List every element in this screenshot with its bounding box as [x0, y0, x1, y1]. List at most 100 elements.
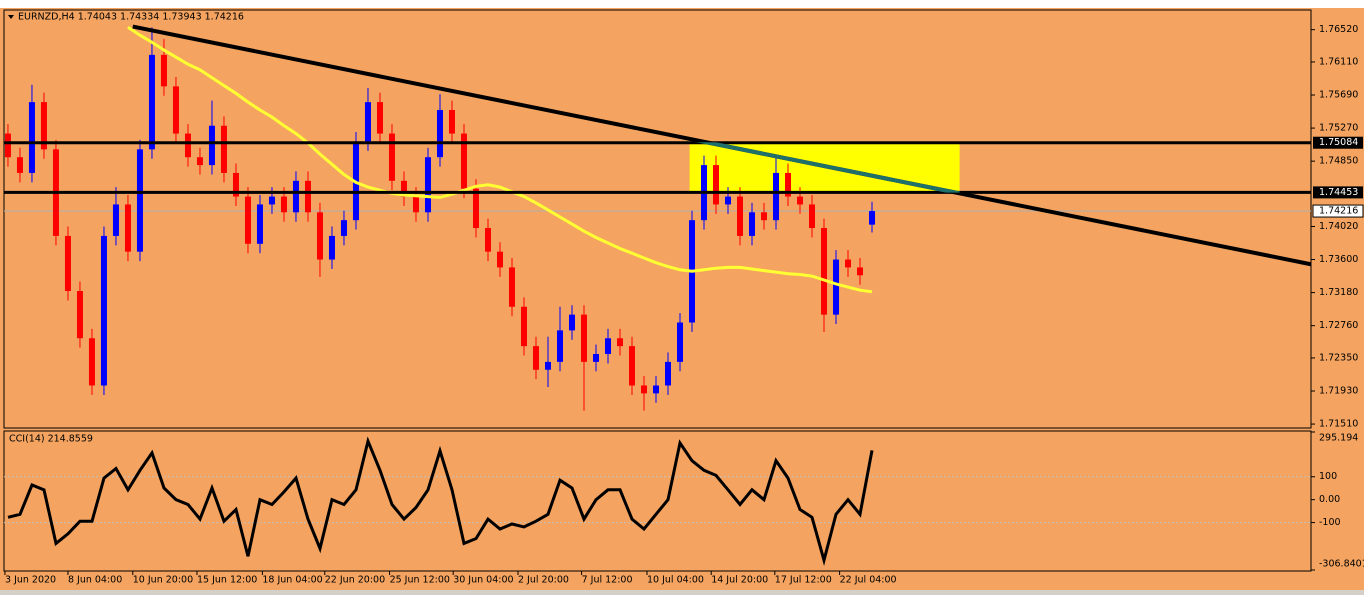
x-tick-label: 7 Jul 12:00	[582, 575, 633, 586]
y-tick-label: 1.76110	[1319, 56, 1358, 67]
candle-body	[737, 196, 744, 236]
candle-body	[508, 267, 515, 307]
chart-title: EURNZD,H4 1.74043 1.74334 1.73943 1.7421…	[18, 12, 244, 23]
candle-body	[388, 133, 395, 181]
candle-body	[556, 330, 563, 362]
y-tick-label: 1.71510	[1319, 419, 1358, 430]
y-tick-label: 1.72350	[1319, 352, 1358, 363]
candle-body	[160, 54, 167, 87]
x-tick-label: 15 Jun 12:00	[197, 575, 257, 586]
x-tick-label: 22 Jun 20:00	[325, 575, 385, 586]
candle-body	[220, 125, 227, 173]
candle-body	[857, 267, 864, 276]
status-strip	[0, 590, 1364, 595]
candle-body	[424, 157, 431, 213]
candle-body	[544, 361, 551, 370]
candle-body	[148, 54, 155, 150]
x-tick-label: 14 Jul 20:00	[711, 575, 768, 586]
y-tick-label: 0.00	[1319, 494, 1340, 505]
candle-body	[244, 196, 251, 244]
candle-body	[773, 172, 780, 221]
candle-body	[448, 109, 455, 134]
candle-body	[761, 212, 768, 221]
candle-body	[136, 149, 143, 252]
candle-body	[725, 196, 732, 205]
candle-body	[845, 259, 852, 268]
candle-body	[869, 211, 876, 225]
candle-body	[208, 125, 215, 166]
candle-body	[640, 385, 647, 394]
candle-body	[677, 322, 684, 362]
candle-body	[256, 204, 263, 244]
candle-body	[616, 338, 623, 347]
candle-body	[184, 133, 191, 158]
y-tick-label: 100	[1319, 471, 1337, 482]
candle-body	[4, 133, 11, 158]
candle-body	[496, 251, 503, 268]
indicator-frame	[3, 430, 1312, 572]
candle-body	[532, 346, 539, 370]
y-tick-label: -306.8401	[1319, 559, 1364, 570]
candle-body	[196, 157, 203, 166]
trendline-in-zone	[696, 142, 960, 193]
y-tick-label: 1.74850	[1319, 156, 1358, 167]
candle-body	[172, 86, 179, 134]
last-price-label: 1.74216	[1319, 206, 1358, 217]
candle-body	[580, 314, 587, 362]
candle-body	[749, 212, 756, 236]
x-tick-label: 2 Jul 20:00	[518, 575, 569, 586]
candle-body	[520, 306, 527, 347]
candle-body	[88, 338, 95, 386]
indicator-title: CCI(14) 214.8559	[9, 434, 93, 445]
candle-body	[568, 314, 575, 331]
x-tick-label: 3 Jun 2020	[5, 575, 56, 586]
y-tick-label: 295.194	[1319, 433, 1358, 444]
candle-body	[232, 172, 239, 197]
y-tick-label: 1.73600	[1319, 254, 1358, 265]
moving-average	[127, 26, 873, 294]
y-tick-label: 1.76520	[1319, 24, 1358, 35]
candle-body	[100, 235, 107, 386]
candle-body	[64, 235, 71, 292]
candle-body	[112, 204, 119, 236]
candle-body	[785, 172, 792, 197]
y-tick-label: 1.72760	[1319, 320, 1358, 331]
cci-line	[7, 436, 874, 566]
candle-body	[797, 196, 804, 205]
candle-body	[28, 102, 35, 173]
candle-body	[460, 133, 467, 189]
level-label: 1.74453	[1319, 187, 1358, 198]
candle-body	[376, 102, 383, 134]
x-tick-label: 25 Jun 12:00	[390, 575, 450, 586]
level-label: 1.75084	[1319, 137, 1358, 148]
y-tick-label: -100	[1319, 517, 1341, 528]
y-tick-label: 1.75690	[1319, 90, 1358, 101]
candle-body	[652, 385, 659, 394]
candle-body	[472, 188, 479, 229]
candle-body	[76, 291, 83, 339]
candle-body	[592, 354, 599, 362]
candle-body	[665, 361, 672, 386]
candle-body	[292, 180, 299, 213]
candle-body	[400, 180, 407, 197]
candle-body	[328, 235, 335, 260]
candle-body	[484, 228, 491, 252]
candle-body	[713, 165, 720, 205]
x-tick-label: 8 Jun 04:00	[68, 575, 122, 586]
main-frame	[3, 9, 1312, 429]
level-label-box	[1313, 136, 1363, 149]
x-tick-label: 18 Jun 04:00	[262, 575, 322, 586]
y-tick-label: 1.71930	[1319, 386, 1358, 397]
candle-body	[340, 220, 347, 236]
candle-body	[412, 196, 419, 213]
candle-body	[833, 259, 840, 315]
collapse-arrow	[8, 15, 14, 19]
y-tick-label: 1.75270	[1319, 123, 1358, 134]
candle-body	[268, 196, 275, 205]
x-tick-label: 17 Jul 12:00	[775, 575, 832, 586]
last-price-box	[1312, 204, 1364, 218]
candle-body	[280, 196, 287, 213]
candle-body	[809, 204, 816, 229]
candle-body	[316, 212, 323, 260]
